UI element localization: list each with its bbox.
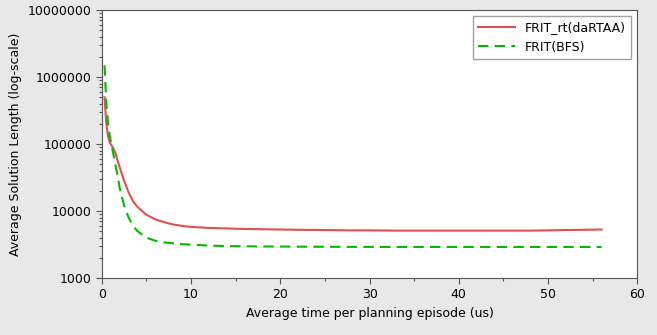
FRIT(BFS) — [116, 186, 124, 190]
FRIT(BFS) — [108, 143, 116, 147]
FRIT_rt(daRTAA) — [106, 141, 114, 145]
FRIT_rt(daRTAA) — [102, 122, 110, 126]
FRIT(BFS) — [491, 245, 499, 249]
FRIT(BFS) — [102, 102, 110, 106]
FRIT_rt(daRTAA) — [178, 224, 186, 228]
FRIT(BFS) — [151, 239, 159, 243]
FRIT_rt(daRTAA) — [277, 227, 284, 231]
FRIT_rt(daRTAA) — [365, 228, 373, 232]
FRIT(BFS) — [258, 245, 267, 249]
FRIT_rt(daRTAA) — [116, 165, 124, 169]
FRIT(BFS) — [114, 175, 122, 179]
FRIT_rt(daRTAA) — [419, 228, 427, 232]
FRIT_rt(daRTAA) — [104, 134, 112, 138]
FRIT_rt(daRTAA) — [562, 228, 570, 232]
FRIT(BFS) — [106, 134, 114, 138]
FRIT_rt(daRTAA) — [392, 228, 400, 232]
Legend: FRIT_rt(daRTAA), FRIT(BFS): FRIT_rt(daRTAA), FRIT(BFS) — [472, 16, 631, 59]
FRIT_rt(daRTAA) — [258, 227, 267, 231]
FRIT_rt(daRTAA) — [110, 147, 118, 151]
FRIT_rt(daRTAA) — [114, 159, 122, 163]
FRIT_rt(daRTAA) — [598, 227, 606, 231]
FRIT(BFS) — [133, 229, 141, 233]
FRIT(BFS) — [277, 245, 284, 249]
FRIT_rt(daRTAA) — [205, 226, 213, 230]
FRIT_rt(daRTAA) — [455, 228, 463, 232]
FRIT(BFS) — [101, 63, 108, 67]
FRIT(BFS) — [240, 244, 248, 248]
FRIT_rt(daRTAA) — [526, 228, 534, 232]
Line: FRIT(BFS): FRIT(BFS) — [104, 65, 602, 247]
FRIT_rt(daRTAA) — [111, 150, 119, 154]
FRIT(BFS) — [143, 236, 150, 240]
FRIT_rt(daRTAA) — [129, 199, 137, 203]
FRIT(BFS) — [160, 241, 168, 245]
FRIT(BFS) — [598, 245, 606, 249]
FRIT_rt(daRTAA) — [187, 225, 195, 229]
FRIT_rt(daRTAA) — [321, 228, 329, 232]
FRIT_rt(daRTAA) — [143, 213, 150, 217]
Line: FRIT_rt(daRTAA): FRIT_rt(daRTAA) — [104, 97, 602, 230]
FRIT(BFS) — [187, 243, 195, 247]
FRIT(BFS) — [455, 245, 463, 249]
FRIT(BFS) — [562, 245, 570, 249]
FRIT_rt(daRTAA) — [223, 226, 231, 230]
FRIT(BFS) — [365, 245, 373, 249]
FRIT_rt(daRTAA) — [125, 190, 133, 194]
FRIT(BFS) — [104, 122, 112, 126]
FRIT_rt(daRTAA) — [294, 228, 302, 232]
FRIT_rt(daRTAA) — [348, 228, 355, 232]
FRIT_rt(daRTAA) — [151, 217, 159, 221]
FRIT(BFS) — [205, 244, 213, 248]
FRIT_rt(daRTAA) — [120, 179, 128, 183]
FRIT(BFS) — [170, 241, 177, 245]
FRIT(BFS) — [110, 152, 118, 156]
FRIT(BFS) — [419, 245, 427, 249]
FRIT(BFS) — [120, 204, 128, 208]
FRIT_rt(daRTAA) — [491, 228, 499, 232]
FRIT_rt(daRTAA) — [170, 222, 177, 226]
FRIT_rt(daRTAA) — [160, 220, 168, 224]
FRIT_rt(daRTAA) — [101, 95, 108, 99]
X-axis label: Average time per planning episode (us): Average time per planning episode (us) — [246, 307, 493, 320]
FRIT_rt(daRTAA) — [108, 143, 116, 147]
FRIT(BFS) — [129, 224, 137, 228]
FRIT(BFS) — [125, 215, 133, 219]
Y-axis label: Average Solution Length (log-scale): Average Solution Length (log-scale) — [9, 32, 22, 256]
FRIT(BFS) — [294, 245, 302, 249]
FRIT(BFS) — [526, 245, 534, 249]
FRIT(BFS) — [348, 245, 355, 249]
FRIT(BFS) — [111, 162, 119, 166]
FRIT(BFS) — [392, 245, 400, 249]
FRIT(BFS) — [178, 242, 186, 246]
FRIT_rt(daRTAA) — [133, 205, 141, 209]
FRIT(BFS) — [223, 244, 231, 248]
FRIT_rt(daRTAA) — [240, 227, 248, 231]
FRIT(BFS) — [321, 245, 329, 249]
